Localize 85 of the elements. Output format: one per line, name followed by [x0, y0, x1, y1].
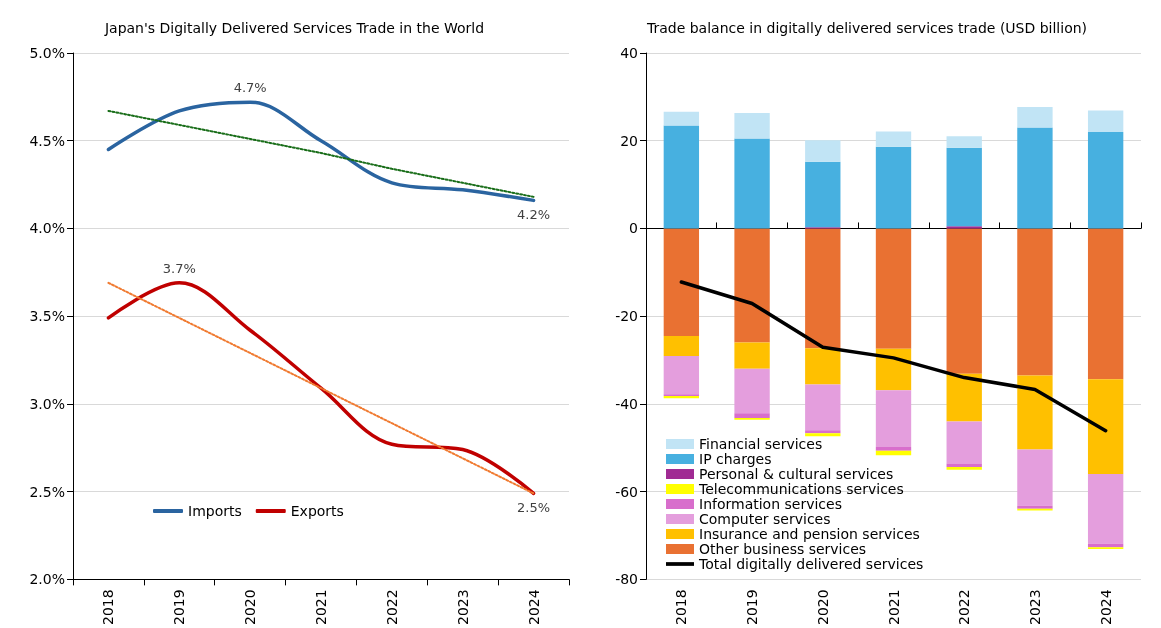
bar [1017, 106, 1053, 128]
chart-title: Japan's Digitally Delivered Services Trade in the World [103, 20, 485, 36]
x-tick-label: 2020 [814, 589, 831, 626]
legend-label: Information services [699, 496, 842, 512]
y-tick-label: 4.5% [29, 132, 65, 149]
bar [734, 342, 770, 369]
legend-label: Telecommunications services [698, 481, 904, 497]
bar [946, 421, 982, 464]
bar [663, 125, 700, 229]
bar [663, 356, 700, 395]
data-label: 3.7% [162, 260, 196, 276]
bar [1087, 379, 1124, 475]
y-tick-label: 3.0% [29, 395, 65, 412]
legend-label: Total digitally delivered services [698, 556, 924, 572]
y-tick-label: -80 [615, 571, 638, 588]
x-tick-label: 2018 [673, 589, 690, 626]
bar [734, 113, 770, 139]
bar [946, 226, 982, 229]
data-label: 4.7% [233, 80, 267, 96]
line-series [679, 280, 1108, 433]
bar [1017, 375, 1053, 450]
bar [1017, 228, 1053, 376]
data-label: 4.2% [517, 207, 551, 223]
bar [734, 138, 770, 229]
y-tick-label: -60 [615, 483, 638, 500]
x-tick-label: 2024 [1097, 589, 1114, 626]
y-tick-label: -20 [615, 308, 638, 325]
y-tick-label: 3.5% [29, 308, 65, 325]
x-tick-label: 2023 [1026, 589, 1043, 626]
bar [875, 450, 912, 456]
y-tick-label: 2.5% [29, 483, 65, 500]
bar [946, 373, 982, 422]
legend-label: Exports [290, 503, 344, 519]
y-tick-label: 0 [629, 220, 638, 237]
bar [805, 348, 841, 385]
legend-label: Insurance and pension services [699, 526, 920, 542]
bar [875, 131, 912, 147]
bar [875, 446, 912, 451]
y-tick-label: 40 [620, 45, 638, 61]
bar [946, 147, 982, 227]
x-tick-label: 2022 [383, 589, 400, 626]
x-tick-label: 2021 [313, 589, 329, 626]
bar [663, 228, 700, 336]
bar [946, 136, 982, 148]
bar [734, 228, 770, 343]
x-tick-label: 2024 [525, 589, 542, 626]
bar [1017, 449, 1053, 506]
legend-label: Other business services [699, 541, 867, 557]
y-tick-label: 4.0% [29, 220, 65, 237]
bar [663, 335, 700, 357]
y-tick-label: 20 [620, 132, 638, 149]
bar [805, 228, 841, 349]
x-tick-label: 2018 [100, 589, 117, 626]
bar [1087, 228, 1124, 380]
data-label: 2.5% [517, 500, 551, 516]
bar [1087, 110, 1124, 132]
x-tick-label: 2020 [242, 589, 259, 626]
x-tick-label: 2022 [956, 589, 973, 626]
legend-label: IP charges [699, 451, 772, 467]
bar [875, 146, 912, 229]
x-tick-label: 2019 [744, 589, 761, 626]
bar [875, 390, 912, 447]
bar [1087, 131, 1124, 229]
bar [805, 384, 841, 431]
bar [875, 228, 912, 349]
legend-label: Personal & cultural services [699, 466, 894, 482]
legend-label: Financial services [699, 436, 823, 452]
bar [663, 111, 700, 126]
x-tick-label: 2019 [171, 589, 188, 626]
legend-label: Computer services [699, 511, 831, 527]
bar [1017, 127, 1053, 229]
x-tick-label: 2023 [454, 589, 471, 626]
bar [734, 368, 770, 414]
y-tick-label: 2.0% [29, 571, 65, 588]
bar [946, 467, 982, 470]
bar [805, 140, 841, 162]
x-tick-label: 2021 [885, 589, 902, 626]
bar [805, 161, 841, 228]
bar [734, 413, 770, 418]
legend-label: Imports [188, 503, 242, 519]
bar [946, 228, 982, 374]
y-tick-label: 5.0% [29, 45, 65, 61]
y-tick-label: -40 [615, 395, 638, 412]
chart-title: Trade balance in digitally delivered services trade (USD billion) [645, 20, 1088, 36]
bar [1087, 474, 1124, 544]
